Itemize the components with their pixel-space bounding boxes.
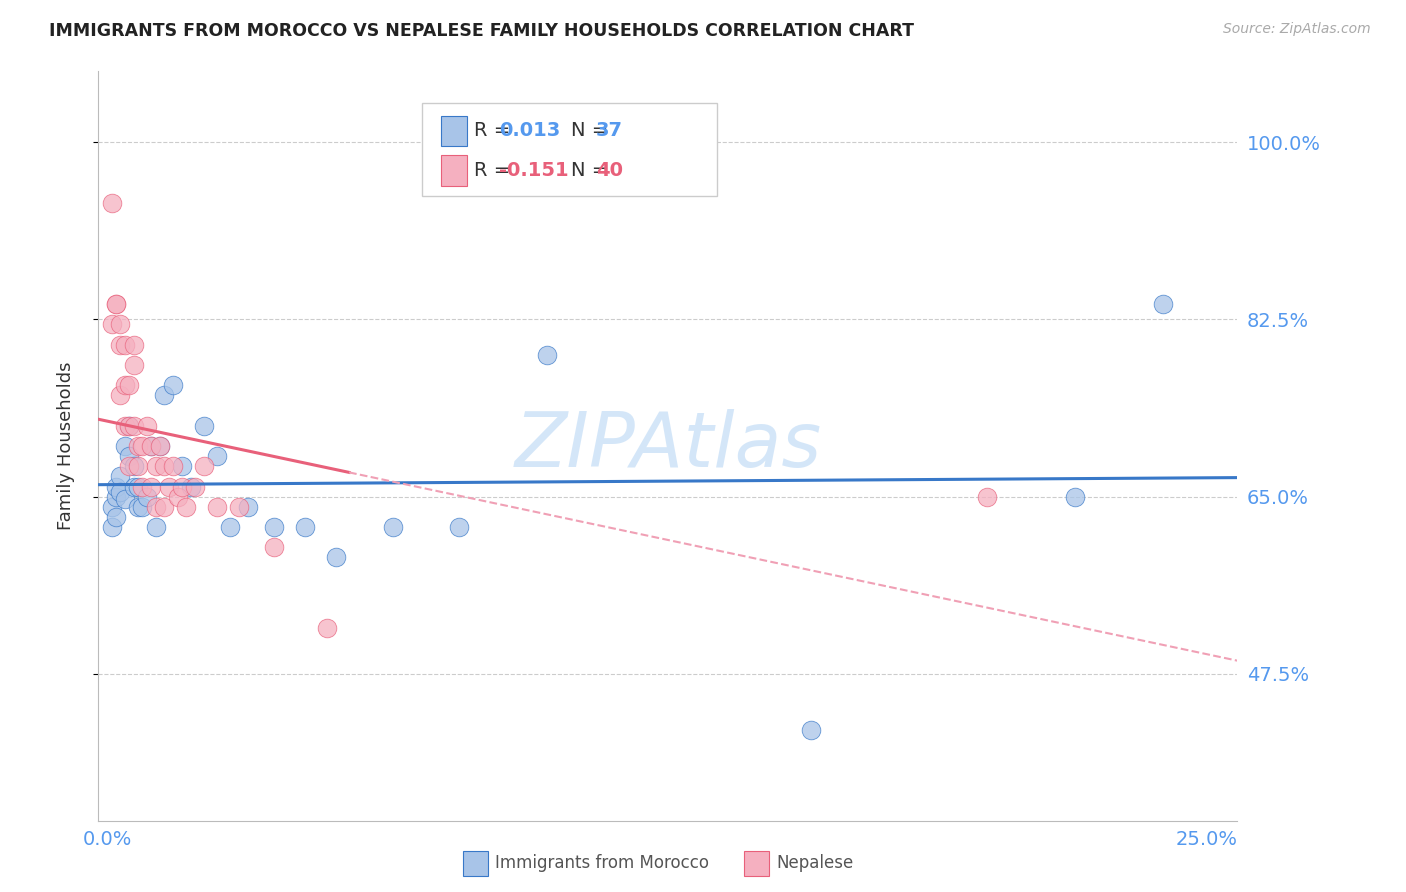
Point (141, 439, 163, 453)
Point (110, 469, 132, 483)
Point (127, 459, 149, 474)
Point (153, 500, 176, 514)
Point (162, 459, 184, 474)
Point (100, 500, 122, 514)
Point (114, 418, 136, 433)
Point (122, 479, 145, 493)
Point (162, 378, 184, 392)
Point (105, 490, 128, 504)
Point (219, 520, 242, 534)
Point (114, 439, 136, 453)
Point (145, 459, 167, 474)
Point (149, 439, 172, 453)
Point (176, 500, 198, 514)
Point (382, 520, 405, 534)
Point (105, 297, 128, 311)
Text: ZIPAtlas: ZIPAtlas (515, 409, 821, 483)
Point (536, 348, 558, 362)
Text: 0.013: 0.013 (499, 121, 561, 140)
Point (135, 490, 157, 504)
Point (114, 337, 136, 351)
Point (184, 479, 207, 493)
Point (228, 500, 250, 514)
Point (157, 479, 180, 493)
Point (118, 378, 141, 392)
Point (122, 459, 145, 474)
Point (105, 297, 128, 311)
Text: IMMIGRANTS FROM MOROCCO VS NEPALESE FAMILY HOUSEHOLDS CORRELATION CHART: IMMIGRANTS FROM MOROCCO VS NEPALESE FAMI… (49, 22, 914, 40)
Point (122, 337, 145, 351)
Point (114, 491, 136, 506)
Text: N =: N = (571, 121, 614, 140)
Point (145, 520, 167, 534)
Point (118, 459, 141, 474)
Point (263, 520, 285, 534)
Point (1152, 297, 1174, 311)
Point (325, 550, 347, 565)
Point (149, 439, 172, 453)
Point (153, 459, 176, 474)
Point (236, 500, 259, 514)
Point (294, 520, 316, 534)
Point (118, 449, 141, 463)
Point (193, 418, 215, 433)
Point (122, 418, 145, 433)
Point (170, 479, 193, 493)
Point (180, 479, 202, 493)
Point (110, 484, 132, 499)
Point (100, 196, 122, 211)
Point (100, 520, 122, 534)
Point (205, 449, 228, 463)
Text: Immigrants from Morocco: Immigrants from Morocco (495, 855, 709, 872)
Point (800, 723, 823, 737)
Text: R =: R = (474, 161, 516, 180)
Text: Source: ZipAtlas.com: Source: ZipAtlas.com (1223, 22, 1371, 37)
Point (141, 439, 163, 453)
Point (141, 479, 163, 493)
Point (118, 418, 141, 433)
Point (110, 318, 132, 332)
Text: R =: R = (474, 121, 516, 140)
Text: 40: 40 (596, 161, 623, 180)
Point (153, 388, 176, 402)
Point (105, 479, 128, 493)
Point (127, 479, 149, 493)
Point (193, 459, 215, 474)
Point (105, 509, 128, 524)
Point (263, 541, 285, 555)
Point (131, 479, 153, 493)
Point (1063, 490, 1085, 504)
Point (131, 439, 153, 453)
Point (976, 490, 998, 504)
Point (131, 500, 153, 514)
Point (122, 358, 145, 372)
Point (114, 378, 136, 392)
Point (447, 520, 470, 534)
Text: 37: 37 (596, 121, 623, 140)
Point (118, 418, 141, 433)
Text: Nepalese: Nepalese (776, 855, 853, 872)
Point (110, 337, 132, 351)
Y-axis label: Family Households: Family Households (56, 362, 75, 530)
Point (316, 621, 339, 635)
Point (127, 500, 149, 514)
Point (100, 318, 122, 332)
Point (145, 500, 167, 514)
Point (135, 418, 157, 433)
Text: N =: N = (571, 161, 614, 180)
Text: -0.151: -0.151 (499, 161, 569, 180)
Point (166, 490, 188, 504)
Point (205, 500, 228, 514)
Point (110, 388, 132, 402)
Point (127, 439, 149, 453)
Point (170, 459, 193, 474)
